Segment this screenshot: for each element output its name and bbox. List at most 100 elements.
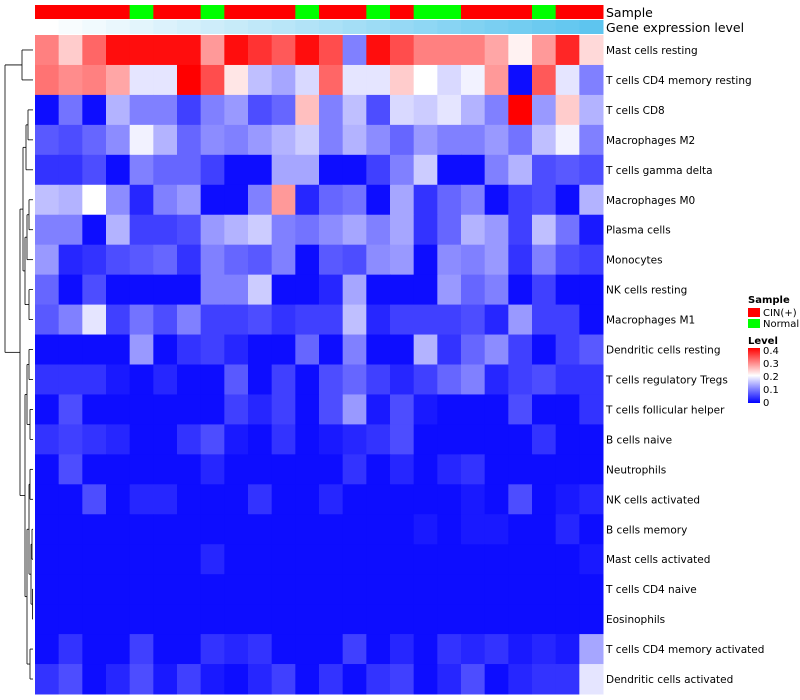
- heatmap-cell: [177, 514, 202, 545]
- heatmap-cell: [508, 244, 533, 276]
- expression-cell: [508, 20, 533, 34]
- heatmap-cell: [437, 184, 462, 216]
- heatmap-cell: [366, 184, 391, 216]
- expression-cell: [153, 20, 178, 34]
- heatmap-cell: [271, 484, 296, 515]
- heatmap-cell: [177, 64, 202, 96]
- heatmap-cell: [106, 664, 131, 695]
- heatmap-cell: [248, 244, 273, 276]
- heatmap-cell: [271, 35, 296, 66]
- heatmap-cell: [58, 154, 83, 186]
- heatmap-cell: [248, 544, 273, 575]
- heatmap-cell: [271, 634, 296, 665]
- heatmap-cell: [532, 304, 557, 336]
- heatmap-cell: [390, 604, 415, 635]
- heatmap-cell: [484, 214, 509, 246]
- heatmap-cell: [484, 484, 509, 515]
- heatmap-cell: [129, 214, 154, 246]
- heatmap-cell: [390, 634, 415, 665]
- heatmap-cell: [413, 454, 438, 485]
- sample-cell: [437, 5, 462, 19]
- heatmap-cell: [106, 574, 131, 605]
- heatmap-cell: [106, 304, 131, 336]
- sample-cell: [579, 5, 604, 19]
- heatmap-cell: [342, 394, 367, 425]
- heatmap-cell: [200, 274, 225, 306]
- heatmap-cell: [58, 484, 83, 515]
- heatmap-cell: [508, 364, 533, 395]
- heatmap-cell: [461, 634, 486, 665]
- heatmap-cell: [319, 334, 344, 365]
- heatmap-cell: [248, 64, 273, 96]
- heatmap-cell: [248, 364, 273, 395]
- column-annotations: [35, 5, 604, 34]
- heatmap-cell: [200, 244, 225, 276]
- heatmap-cell: [129, 634, 154, 665]
- heatmap-cell: [295, 364, 320, 395]
- heatmap-cell: [177, 244, 202, 276]
- heatmap-cell: [342, 514, 367, 545]
- heatmap-cell: [555, 154, 580, 186]
- heatmap-cell: [366, 124, 391, 156]
- heatmap-cell: [579, 184, 604, 216]
- heatmap-cell: [579, 454, 604, 485]
- heatmap-cell: [390, 124, 415, 156]
- heatmap-cell: [224, 604, 249, 635]
- heatmap-cell: [200, 484, 225, 515]
- heatmap-cell: [461, 514, 486, 545]
- expression-cell: [484, 20, 509, 34]
- legend-tick-1: 0.3: [763, 359, 779, 370]
- heatmap-cell: [35, 94, 60, 126]
- heatmap-cell: [129, 424, 154, 455]
- heatmap-cell: [484, 574, 509, 605]
- heatmap-cell: [295, 514, 320, 545]
- heatmap-cell: [579, 94, 604, 126]
- heatmap-cell: [295, 484, 320, 515]
- heatmap-cell: [319, 574, 344, 605]
- sample-cell: [390, 5, 415, 19]
- heatmap-cell: [508, 484, 533, 515]
- heatmap-cell: [200, 124, 225, 156]
- heatmap-cell: [437, 154, 462, 186]
- heatmap-cell: [153, 664, 178, 695]
- heatmap-cell: [177, 394, 202, 425]
- heatmap-cell: [555, 244, 580, 276]
- sample-cell: [366, 5, 391, 19]
- heatmap-cell: [461, 664, 486, 695]
- heatmap-cell: [555, 334, 580, 365]
- legend-tick-0: 0.4: [763, 346, 779, 357]
- heatmap-cell: [437, 64, 462, 96]
- heatmap-cell: [484, 304, 509, 336]
- heatmap-cell: [129, 304, 154, 336]
- heatmap-cell: [153, 154, 178, 186]
- heatmap-cell: [153, 35, 178, 66]
- heatmap-cell: [153, 454, 178, 485]
- heatmap-cell: [224, 154, 249, 186]
- heatmap-cell: [200, 364, 225, 395]
- heatmap-cell: [437, 334, 462, 365]
- sample-cell: [342, 5, 367, 19]
- heatmap-cell: [177, 454, 202, 485]
- heatmap-cell: [271, 334, 296, 365]
- heatmap-cell: [390, 514, 415, 545]
- heatmap-cell: [484, 94, 509, 126]
- expression-cell: [224, 20, 249, 34]
- heatmap-cell: [579, 514, 604, 545]
- sample-cell: [58, 5, 83, 19]
- heatmap-cell: [58, 35, 83, 66]
- heatmap-cell: [153, 304, 178, 336]
- heatmap-cell: [319, 184, 344, 216]
- heatmap-cell: [35, 364, 60, 395]
- heatmap-cell: [271, 214, 296, 246]
- heatmap-cell: [579, 544, 604, 575]
- heatmap-cell: [35, 394, 60, 425]
- heatmap-cell: [461, 214, 486, 246]
- heatmap-cell: [319, 274, 344, 306]
- heatmap-cell: [295, 574, 320, 605]
- heatmap-cell: [390, 394, 415, 425]
- heatmap-cell: [106, 64, 131, 96]
- heatmap-cell: [555, 124, 580, 156]
- heatmap-cell: [484, 424, 509, 455]
- heatmap-cell: [319, 35, 344, 66]
- heatmap-cell: [153, 604, 178, 635]
